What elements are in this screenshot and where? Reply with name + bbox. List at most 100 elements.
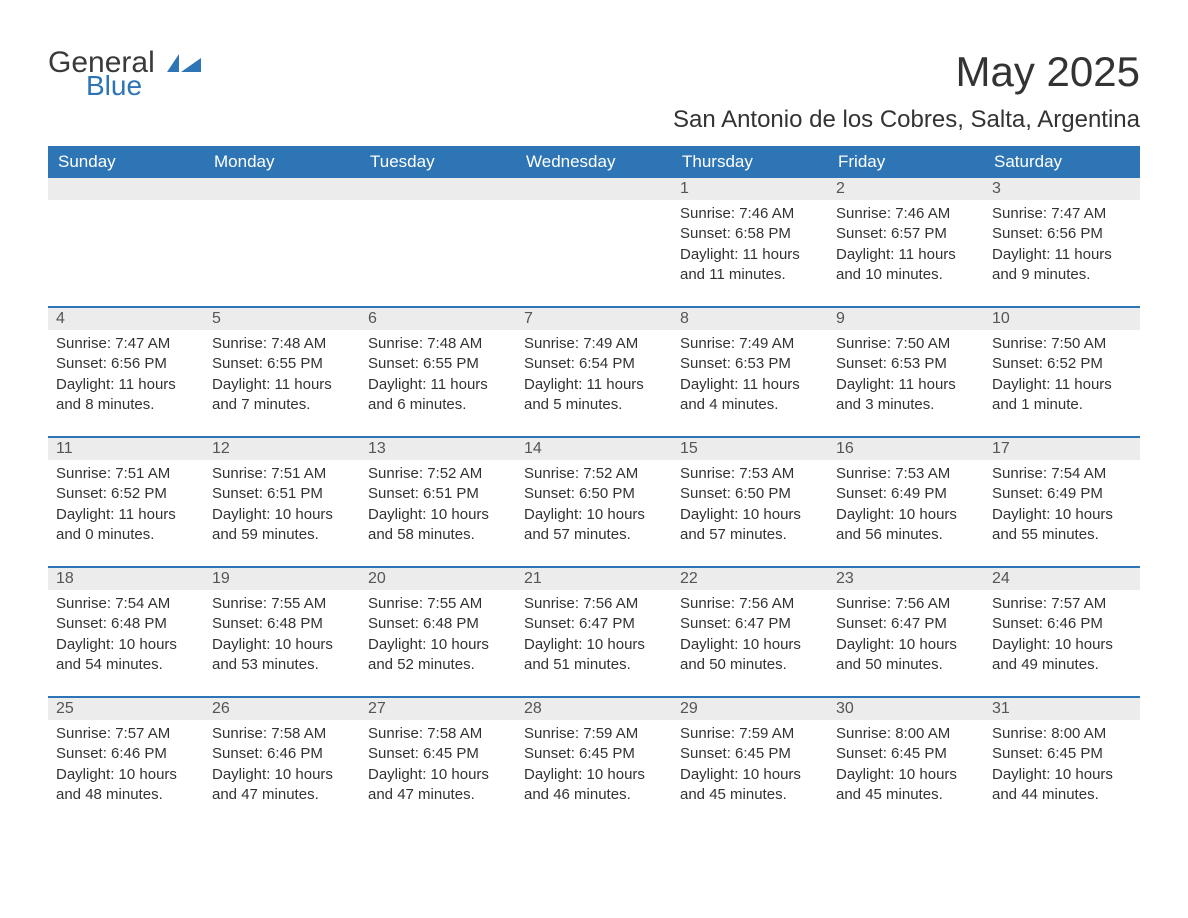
daylight-text: Daylight: 11 hours and 1 minute. [992,375,1132,416]
sunset-text: Sunset: 6:47 PM [836,614,976,634]
day-number: 1 [672,178,828,200]
weekday-header: Wednesday [516,146,672,178]
day-number: 16 [828,438,984,460]
day-body: Sunrise: 7:46 AMSunset: 6:57 PMDaylight:… [828,200,984,293]
day-cell: 18Sunrise: 7:54 AMSunset: 6:48 PMDayligh… [48,568,204,696]
day-cell: 22Sunrise: 7:56 AMSunset: 6:47 PMDayligh… [672,568,828,696]
day-cell [516,178,672,306]
day-cell: 6Sunrise: 7:48 AMSunset: 6:55 PMDaylight… [360,308,516,436]
day-cell: 11Sunrise: 7:51 AMSunset: 6:52 PMDayligh… [48,438,204,566]
day-number: 19 [204,568,360,590]
day-body [360,200,516,212]
day-number [516,178,672,200]
day-number: 9 [828,308,984,330]
sunset-text: Sunset: 6:46 PM [212,744,352,764]
day-body [516,200,672,212]
sunrise-text: Sunrise: 7:56 AM [524,594,664,614]
daylight-text: Daylight: 11 hours and 11 minutes. [680,245,820,286]
day-body: Sunrise: 7:54 AMSunset: 6:49 PMDaylight:… [984,460,1140,553]
sunrise-text: Sunrise: 7:57 AM [56,724,196,744]
day-body: Sunrise: 7:51 AMSunset: 6:52 PMDaylight:… [48,460,204,553]
day-cell: 13Sunrise: 7:52 AMSunset: 6:51 PMDayligh… [360,438,516,566]
week-row: 18Sunrise: 7:54 AMSunset: 6:48 PMDayligh… [48,566,1140,696]
page-subtitle: San Antonio de los Cobres, Salta, Argent… [673,106,1140,134]
day-body: Sunrise: 8:00 AMSunset: 6:45 PMDaylight:… [984,720,1140,813]
daylight-text: Daylight: 11 hours and 10 minutes. [836,245,976,286]
sunset-text: Sunset: 6:53 PM [680,354,820,374]
sunrise-text: Sunrise: 7:47 AM [56,334,196,354]
day-body: Sunrise: 7:56 AMSunset: 6:47 PMDaylight:… [828,590,984,683]
day-cell: 16Sunrise: 7:53 AMSunset: 6:49 PMDayligh… [828,438,984,566]
weekday-header: Friday [828,146,984,178]
day-body: Sunrise: 7:48 AMSunset: 6:55 PMDaylight:… [204,330,360,423]
day-cell: 1Sunrise: 7:46 AMSunset: 6:58 PMDaylight… [672,178,828,306]
day-cell [204,178,360,306]
day-cell: 14Sunrise: 7:52 AMSunset: 6:50 PMDayligh… [516,438,672,566]
day-number: 18 [48,568,204,590]
day-body: Sunrise: 7:54 AMSunset: 6:48 PMDaylight:… [48,590,204,683]
day-body: Sunrise: 7:47 AMSunset: 6:56 PMDaylight:… [984,200,1140,293]
day-body: Sunrise: 7:56 AMSunset: 6:47 PMDaylight:… [516,590,672,683]
day-body: Sunrise: 7:55 AMSunset: 6:48 PMDaylight:… [360,590,516,683]
sunset-text: Sunset: 6:48 PM [212,614,352,634]
day-cell: 23Sunrise: 7:56 AMSunset: 6:47 PMDayligh… [828,568,984,696]
week-row: 11Sunrise: 7:51 AMSunset: 6:52 PMDayligh… [48,436,1140,566]
daylight-text: Daylight: 10 hours and 53 minutes. [212,635,352,676]
sunset-text: Sunset: 6:50 PM [524,484,664,504]
sunrise-text: Sunrise: 7:54 AM [992,464,1132,484]
sunrise-text: Sunrise: 7:50 AM [992,334,1132,354]
weekday-header: Sunday [48,146,204,178]
day-body: Sunrise: 7:58 AMSunset: 6:45 PMDaylight:… [360,720,516,813]
sunset-text: Sunset: 6:52 PM [992,354,1132,374]
day-body: Sunrise: 7:55 AMSunset: 6:48 PMDaylight:… [204,590,360,683]
day-number: 4 [48,308,204,330]
day-cell: 24Sunrise: 7:57 AMSunset: 6:46 PMDayligh… [984,568,1140,696]
day-cell: 2Sunrise: 7:46 AMSunset: 6:57 PMDaylight… [828,178,984,306]
day-number: 15 [672,438,828,460]
day-number: 17 [984,438,1140,460]
sunset-text: Sunset: 6:49 PM [992,484,1132,504]
day-body [204,200,360,212]
day-body: Sunrise: 7:48 AMSunset: 6:55 PMDaylight:… [360,330,516,423]
daylight-text: Daylight: 10 hours and 50 minutes. [836,635,976,676]
daylight-text: Daylight: 10 hours and 56 minutes. [836,505,976,546]
sunset-text: Sunset: 6:46 PM [56,744,196,764]
sunset-text: Sunset: 6:57 PM [836,224,976,244]
day-number: 30 [828,698,984,720]
daylight-text: Daylight: 10 hours and 52 minutes. [368,635,508,676]
sunset-text: Sunset: 6:45 PM [368,744,508,764]
sunrise-text: Sunrise: 7:47 AM [992,204,1132,224]
day-number: 13 [360,438,516,460]
header: General Blue May 2025 San Antonio de los… [48,48,1140,134]
day-number: 21 [516,568,672,590]
day-body: Sunrise: 7:46 AMSunset: 6:58 PMDaylight:… [672,200,828,293]
sunrise-text: Sunrise: 7:48 AM [212,334,352,354]
day-body: Sunrise: 7:57 AMSunset: 6:46 PMDaylight:… [984,590,1140,683]
day-cell [360,178,516,306]
day-number [204,178,360,200]
daylight-text: Daylight: 10 hours and 54 minutes. [56,635,196,676]
sunrise-text: Sunrise: 7:54 AM [56,594,196,614]
day-cell: 20Sunrise: 7:55 AMSunset: 6:48 PMDayligh… [360,568,516,696]
day-number: 22 [672,568,828,590]
title-block: May 2025 San Antonio de los Cobres, Salt… [673,48,1140,134]
sunset-text: Sunset: 6:56 PM [56,354,196,374]
sunset-text: Sunset: 6:52 PM [56,484,196,504]
day-cell: 17Sunrise: 7:54 AMSunset: 6:49 PMDayligh… [984,438,1140,566]
sunset-text: Sunset: 6:53 PM [836,354,976,374]
weekday-header: Saturday [984,146,1140,178]
day-number: 7 [516,308,672,330]
day-number: 29 [672,698,828,720]
sunset-text: Sunset: 6:47 PM [524,614,664,634]
sunrise-text: Sunrise: 7:59 AM [524,724,664,744]
day-cell: 31Sunrise: 8:00 AMSunset: 6:45 PMDayligh… [984,698,1140,826]
day-cell: 25Sunrise: 7:57 AMSunset: 6:46 PMDayligh… [48,698,204,826]
sunrise-text: Sunrise: 7:50 AM [836,334,976,354]
sunrise-text: Sunrise: 7:58 AM [212,724,352,744]
day-body: Sunrise: 7:52 AMSunset: 6:50 PMDaylight:… [516,460,672,553]
day-body: Sunrise: 7:50 AMSunset: 6:53 PMDaylight:… [828,330,984,423]
day-body: Sunrise: 7:57 AMSunset: 6:46 PMDaylight:… [48,720,204,813]
daylight-text: Daylight: 10 hours and 51 minutes. [524,635,664,676]
weekday-header: Tuesday [360,146,516,178]
day-cell: 12Sunrise: 7:51 AMSunset: 6:51 PMDayligh… [204,438,360,566]
